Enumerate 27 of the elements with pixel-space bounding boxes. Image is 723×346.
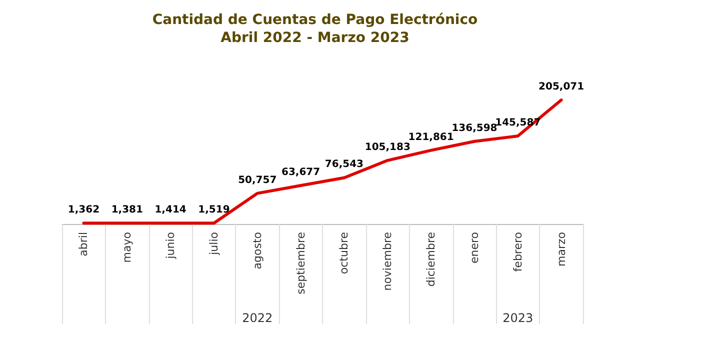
x-tick-label: mayo — [120, 232, 134, 263]
data-label: 105,183 — [364, 142, 410, 153]
x-tick-label: abril — [77, 232, 90, 256]
chart-subtitle: Abril 2022 - Marzo 2023 — [220, 30, 410, 46]
x-tick-label: noviembre — [381, 232, 394, 291]
x-tick-label: febrero — [511, 232, 524, 272]
x-tick-label: enero — [468, 232, 481, 264]
x-tick-label: julio — [207, 232, 220, 256]
data-label: 1,381 — [111, 204, 143, 216]
x-tick-label: marzo — [554, 232, 568, 266]
x-tick-label: diciembre — [424, 232, 438, 287]
data-label: 121,861 — [408, 132, 454, 143]
x-tick-label: junio — [164, 232, 178, 260]
data-label: 1,519 — [198, 204, 230, 216]
text: 2022 — [242, 311, 273, 325]
x-tick-label: octubre — [338, 232, 351, 274]
data-label: 76,543 — [324, 159, 364, 170]
data-label: 205,071 — [538, 82, 584, 92]
text: 2023 — [502, 311, 534, 325]
chart-title: Cantidad de Cuentas de Pago Electrónico — [152, 12, 478, 28]
data-label: 1,414 — [154, 204, 186, 216]
data-label: 136,598 — [452, 122, 498, 134]
data-label: 1,362 — [68, 204, 100, 216]
x-tick-label: agosto — [250, 232, 264, 270]
data-label: 63,677 — [281, 166, 320, 178]
x-tick-label: septiembre — [294, 232, 308, 294]
data-label: 50,757 — [238, 174, 277, 186]
